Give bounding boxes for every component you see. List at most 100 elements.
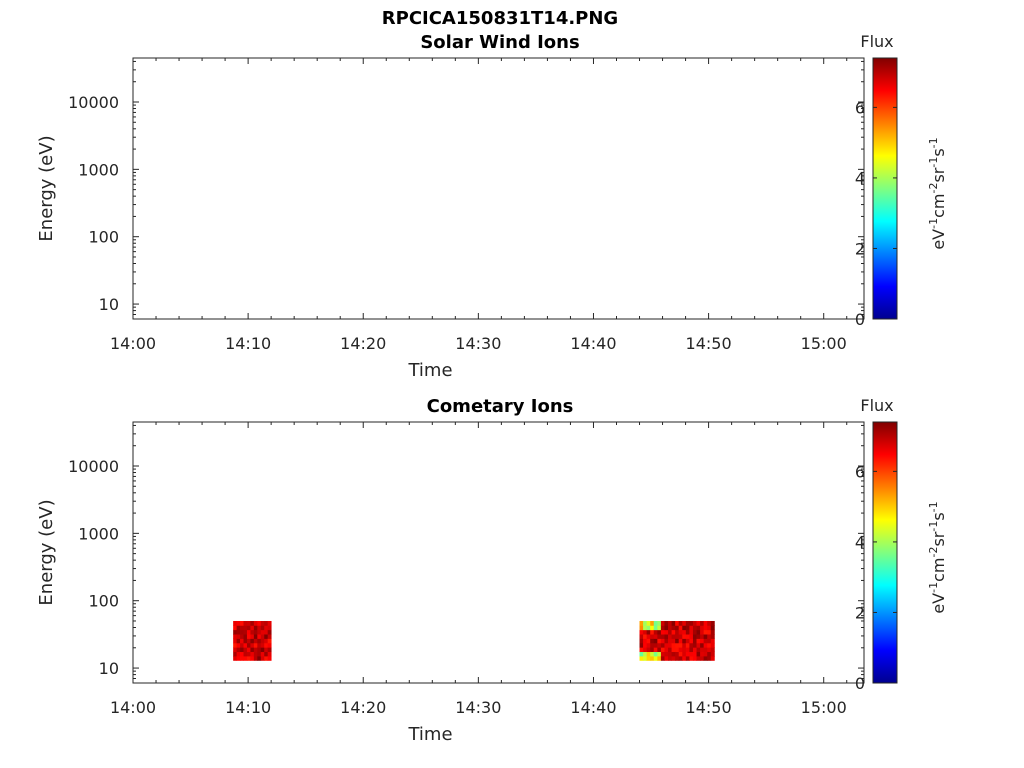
heatmap-cell: [703, 651, 708, 657]
colorbar-unit-label: eV-1cm-2sr-1s-1: [927, 501, 948, 613]
heatmap-cell: [233, 647, 238, 653]
heatmap-cell: [233, 634, 238, 639]
heatmap-cell: [703, 625, 708, 631]
heatmap-cell: [264, 656, 269, 661]
heatmap-cell: [257, 620, 262, 626]
heatmap-cell: [675, 634, 680, 639]
heatmap-patch: [639, 620, 715, 661]
heatmap-cell: [653, 642, 658, 648]
panel-title: Solar Wind Ions: [420, 32, 579, 53]
heatmap-cell: [703, 634, 708, 639]
heatmap-cell: [643, 638, 648, 644]
heatmap-cell: [710, 642, 715, 648]
heatmap-cell: [250, 629, 255, 635]
x-axis-label: Time: [407, 360, 452, 381]
heatmap-cell: [689, 638, 694, 644]
heatmap-cell: [657, 647, 662, 653]
heatmap-cell: [643, 647, 648, 653]
heatmap-cell: [264, 629, 269, 635]
heatmap-cell: [236, 647, 241, 653]
heatmap-cell: [668, 634, 672, 639]
heatmap-cell: [692, 620, 697, 626]
heatmap-cell: [643, 620, 648, 626]
colorbar-tick-label: 2: [855, 603, 865, 622]
heatmap-cell: [671, 647, 676, 653]
heatmap-cell: [243, 629, 248, 635]
heatmap-cell: [664, 620, 669, 626]
colorbar-tick-label: 4: [855, 533, 865, 552]
heatmap-cell: [653, 629, 658, 635]
heatmap-cell: [664, 647, 669, 653]
colorbar-tick-label: 4: [855, 169, 865, 188]
heatmap-cell: [260, 638, 265, 644]
heatmap-cell: [236, 629, 241, 635]
heatmap-cell: [253, 647, 258, 653]
heatmap-cell: [682, 629, 687, 635]
heatmap-cell: [260, 642, 265, 648]
heatmap-cell: [696, 656, 701, 661]
x-tick-label: 15:00: [801, 334, 847, 353]
heatmap-cell: [668, 642, 672, 648]
x-tick-label: 14:10: [225, 334, 271, 353]
heatmap-cell: [643, 651, 648, 657]
heatmap-cell: [671, 629, 676, 635]
x-tick-label: 14:30: [455, 698, 501, 717]
heatmap-cell: [653, 638, 658, 644]
heatmap-cell: [250, 638, 255, 644]
heatmap-cell: [233, 638, 238, 644]
y-tick-label: 1000: [78, 160, 119, 179]
heatmap-cell: [707, 642, 712, 648]
heatmap-cell: [660, 620, 665, 626]
heatmap-cell: [696, 651, 701, 657]
x-tick-label: 15:00: [801, 698, 847, 717]
heatmap-cell: [678, 620, 683, 626]
heatmap-cell: [250, 651, 255, 657]
heatmap-cell: [646, 656, 651, 661]
heatmap-cell: [671, 634, 676, 639]
heatmap-cell: [246, 629, 251, 635]
heatmap-cell: [653, 647, 658, 653]
colorbar: [872, 421, 898, 684]
heatmap-cell: [643, 625, 648, 631]
heatmap-cell: [696, 642, 701, 648]
panel-title: Cometary Ions: [427, 396, 574, 417]
heatmap-cell: [257, 625, 262, 631]
heatmap-cell: [675, 642, 680, 648]
heatmap-cell: [689, 625, 694, 631]
y-tick-label: 10000: [68, 93, 119, 112]
heatmap-cell: [700, 620, 705, 626]
heatmap-cell: [639, 642, 644, 648]
heatmap-cell: [650, 656, 655, 661]
heatmap-cell: [689, 647, 694, 653]
heatmap-cell: [236, 642, 241, 648]
heatmap-cell: [696, 620, 701, 626]
heatmap-cell: [685, 638, 690, 644]
heatmap-cell: [646, 642, 651, 648]
x-tick-label: 14:50: [686, 334, 732, 353]
heatmap-cell: [267, 651, 272, 657]
y-tick-label: 10: [99, 659, 119, 678]
heatmap-cell: [240, 647, 244, 653]
heatmap-cell: [260, 651, 265, 657]
heatmap-cell: [685, 634, 690, 639]
heatmap-cell: [682, 634, 687, 639]
heatmap-cell: [260, 620, 265, 626]
heatmap-cell: [678, 638, 683, 644]
heatmap-cell: [700, 625, 705, 631]
heatmap-cell: [257, 647, 262, 653]
heatmap-cell: [660, 629, 665, 635]
heatmap-cell: [685, 629, 690, 635]
heatmap-cell: [685, 651, 690, 657]
heatmap-cell: [267, 638, 272, 644]
heatmap-cell: [685, 625, 690, 631]
heatmap-cell: [250, 625, 255, 631]
heatmap-cell: [257, 634, 262, 639]
x-tick-label: 14:00: [110, 698, 156, 717]
colorbar-tick-label: 2: [855, 239, 865, 258]
heatmap-cell: [639, 638, 644, 644]
heatmap-cell: [264, 620, 269, 626]
heatmap-cell: [678, 656, 683, 661]
heatmap-cell: [685, 647, 690, 653]
heatmap-cell: [675, 638, 680, 644]
heatmap-cell: [267, 647, 272, 653]
